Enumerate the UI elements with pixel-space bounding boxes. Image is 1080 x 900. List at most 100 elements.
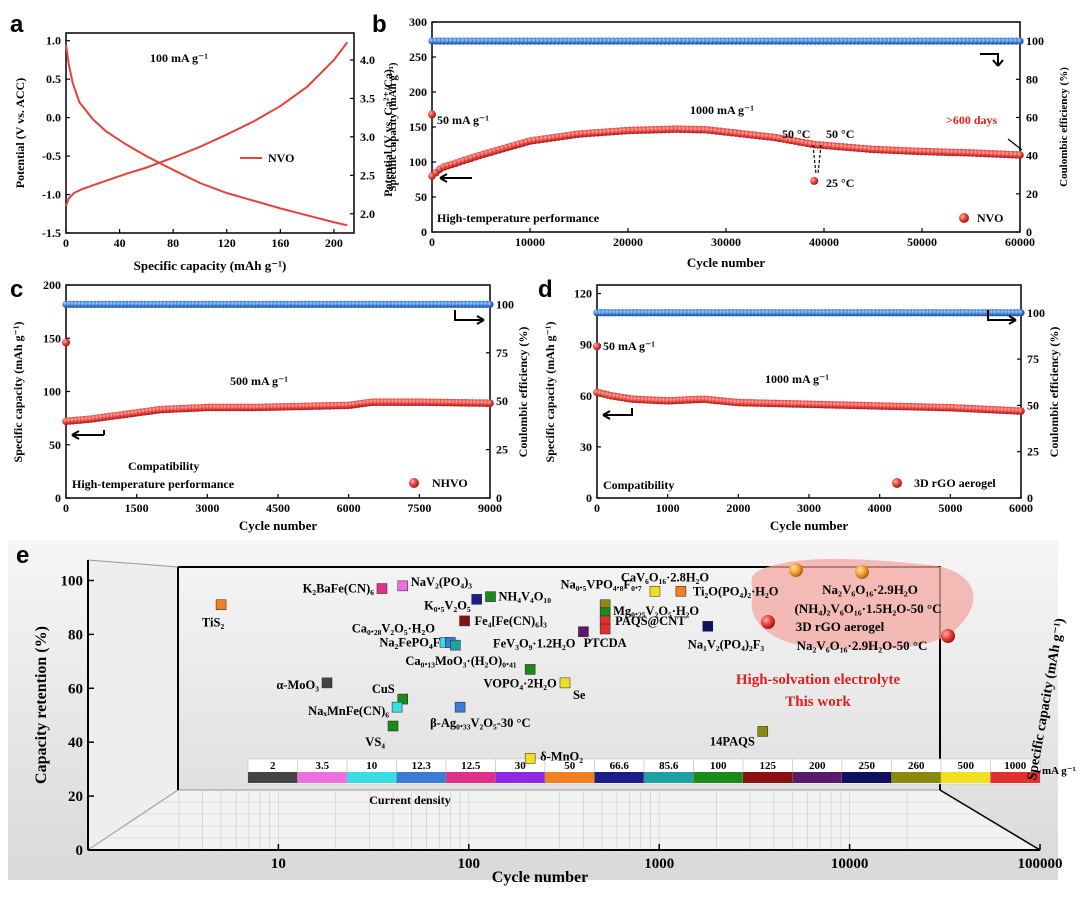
x-tick-label: 40	[114, 236, 126, 250]
panel-d: d 0 1000 2000 3000 4000 5000 60000306090120025…	[538, 276, 1061, 533]
legend-marker	[959, 213, 969, 223]
x-tick-label: 6000	[337, 501, 361, 515]
y-tick-label: 150	[409, 120, 427, 134]
ce-point	[486, 300, 494, 308]
annotation-temp-1: 50 °C	[782, 127, 810, 141]
y2-tick-label: 60	[1026, 110, 1038, 124]
y2-tick-label: 20	[1026, 187, 1038, 201]
legend-label: NVO	[977, 211, 1003, 225]
x-tick-label: 30000	[711, 235, 741, 249]
y-axis-label: Specific capacity (mAh g⁻¹)	[543, 322, 557, 463]
literature-point	[599, 623, 611, 635]
y2-tick-label: 2.0	[360, 207, 375, 221]
y-tick-label: 120	[574, 287, 592, 301]
y-tick-label: 50	[415, 190, 427, 204]
literature-point	[454, 701, 466, 713]
legend-label: 100	[710, 760, 727, 772]
x-axis-label: Cycle number	[239, 518, 318, 533]
x-tick-label: 2000	[726, 501, 750, 515]
point-label: CuS	[372, 682, 395, 696]
y-tick-label: 60	[580, 389, 592, 403]
left-axis-arrow	[602, 408, 633, 420]
y-tick-label: 90	[580, 338, 592, 352]
y2-axis-label: Potential (V vs. Ca²⁺/Ca)	[381, 69, 395, 197]
y-tick-label: 0.0	[46, 111, 61, 125]
y-axis-label: Capacity retention (%)	[33, 626, 50, 784]
x-axis-label: Specific capacity (mAh g⁻¹)	[134, 258, 287, 273]
x-tick-label: 9000	[478, 501, 502, 515]
rate-annotation: 100 mA g⁻¹	[150, 51, 208, 65]
y-tick-label: 0	[76, 843, 84, 859]
legend-swatch	[446, 772, 496, 783]
y-axis-label: Potential (V vs. ACC)	[13, 78, 27, 188]
capacity-outlier	[62, 338, 70, 347]
point-label: CaV₆O₁₆·2.8H₂O	[621, 570, 710, 584]
this-work-label: (NH₄)₂V₆O₁₆·1.5H₂O-50 °C	[794, 601, 941, 616]
plot-frame	[65, 32, 355, 234]
this-work-bubble	[751, 558, 974, 650]
literature-point	[485, 591, 496, 602]
y-tick-label: 200	[409, 85, 427, 99]
legend-title: Current density	[369, 793, 450, 807]
panel-c: c 0 1500 3000 4500 6000 7500 90000501001502000…	[10, 276, 530, 533]
x-tick-label: 3000	[195, 501, 219, 515]
literature-point	[524, 753, 536, 764]
right-axis-arrow	[454, 310, 485, 325]
y-tick-label: 250	[409, 50, 427, 64]
x-tick-label: 6000	[1009, 501, 1033, 515]
days-pointer	[1007, 138, 1023, 151]
annotation-rate-low: 50 mA g⁻¹	[603, 339, 655, 353]
y2-axis-label: Coulombic efficiency (%)	[1058, 67, 1070, 187]
legend-swatch	[297, 772, 347, 783]
annotation-days: >600 days	[946, 113, 998, 127]
y2-tick-label: 75	[1027, 352, 1039, 366]
y-axis-label: Specific capacity (mAh g⁻¹)	[387, 62, 399, 192]
y2-tick-label: 80	[1026, 72, 1038, 86]
y2-tick-label: 75	[496, 346, 508, 360]
legend-swatch	[842, 772, 892, 783]
x-tick-label: 4000	[868, 501, 892, 515]
y2-tick-label: 3.5	[360, 91, 375, 105]
legend-swatch	[495, 772, 545, 783]
y-axis-label: Specific capacity (mAh g⁻¹)	[11, 322, 25, 463]
point-label: α-MoO₃	[276, 678, 319, 692]
x-tick-label: 0	[429, 235, 435, 249]
legend-label: 12.3	[412, 760, 432, 772]
this-work-point	[761, 615, 775, 629]
panel-label-a: a	[10, 11, 24, 38]
point-label: Na₀.₅VPO₄.₈F₀.₇	[561, 578, 642, 592]
literature-point	[459, 615, 470, 627]
x-tick-label: 40000	[809, 235, 839, 249]
legend-swatch	[990, 772, 1040, 783]
y-tick-label: 200	[43, 278, 61, 292]
x-tick-label: 1000	[644, 856, 674, 872]
series-line-charge	[65, 41, 349, 207]
left-axis-arrow	[71, 430, 105, 440]
capacity-point	[486, 399, 494, 408]
literature-point	[321, 677, 333, 689]
right-axis-arrow	[987, 310, 1017, 325]
point-label: VOPO₄·2H₂O	[484, 676, 557, 690]
literature-point	[471, 594, 482, 605]
panel-b: b 0 10000 20000 30000 40000 50000 600000501001…	[372, 11, 1070, 270]
capacity-outlier	[428, 110, 436, 119]
plot-frame	[596, 284, 1022, 499]
literature-point	[675, 586, 687, 597]
point-label: Ca₀.₁₃MoO₃·(H₂O)₀.₄₁	[405, 654, 516, 668]
y-tick-label: -1.5	[42, 226, 61, 240]
y2-tick-label: 100	[496, 297, 514, 311]
x-tick-label: 80	[167, 236, 179, 250]
literature-point	[397, 693, 409, 705]
point-label: NaV₂(PO₄)₃	[411, 575, 472, 589]
capacity-outlier	[593, 342, 601, 351]
x-tick-label: 200	[325, 236, 343, 250]
annotation-note-1: Compatibility	[128, 459, 199, 473]
legend-swatch	[347, 772, 397, 783]
y2-tick-label: 0	[496, 491, 502, 505]
y-tick-label: 0.5	[46, 72, 61, 86]
point-label: Mg₀.₂₅V₂O₅·H₂O	[613, 604, 699, 618]
floor	[86, 789, 1042, 851]
x-tick-label: 20000	[613, 235, 643, 249]
x-tick-label: 50000	[907, 235, 937, 249]
